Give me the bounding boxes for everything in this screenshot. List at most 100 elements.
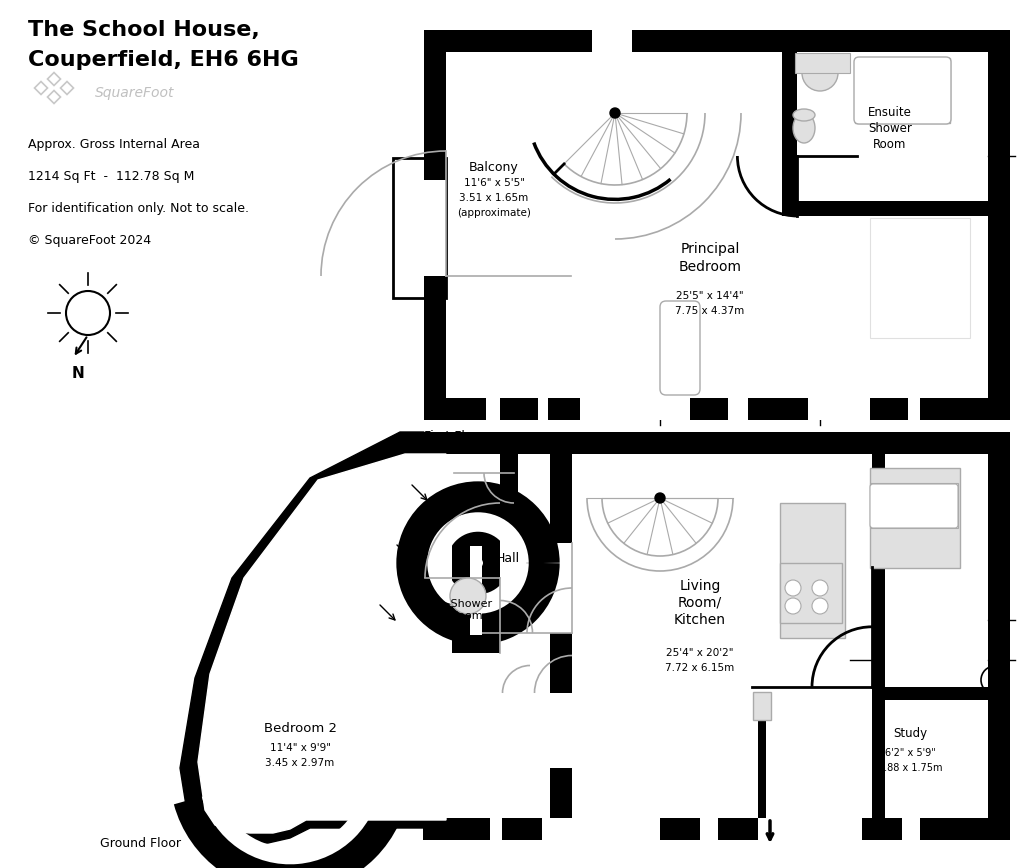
Circle shape xyxy=(802,55,838,91)
Text: N: N xyxy=(72,365,84,380)
Bar xyxy=(550,454,572,538)
Text: © SquareFoot 2024: © SquareFoot 2024 xyxy=(28,234,152,247)
Text: 7.75 x 4.37m: 7.75 x 4.37m xyxy=(676,306,744,316)
Bar xyxy=(862,818,902,840)
Circle shape xyxy=(785,598,801,614)
Text: Study: Study xyxy=(893,727,927,740)
Text: 11'4" x 9'9": 11'4" x 9'9" xyxy=(269,743,331,753)
Text: For identification only. Not to scale.: For identification only. Not to scale. xyxy=(28,202,249,215)
Text: 7.72 x 6.15m: 7.72 x 6.15m xyxy=(666,663,734,673)
Bar xyxy=(548,398,580,420)
Circle shape xyxy=(812,598,828,614)
Text: Approx. Gross Internal Area: Approx. Gross Internal Area xyxy=(28,138,200,151)
Bar xyxy=(500,398,538,420)
Bar xyxy=(452,528,500,546)
Bar xyxy=(870,483,958,528)
Bar xyxy=(758,818,862,840)
Text: B: B xyxy=(991,675,998,685)
Bar xyxy=(988,30,1010,420)
Text: 1214 Sq Ft  -  112.78 Sq M: 1214 Sq Ft - 112.78 Sq M xyxy=(28,170,195,183)
Bar xyxy=(662,303,698,393)
Bar xyxy=(908,398,920,420)
Text: 25'4" x 20'2": 25'4" x 20'2" xyxy=(667,648,734,658)
FancyBboxPatch shape xyxy=(854,57,951,124)
Bar xyxy=(450,818,490,840)
Bar xyxy=(660,818,700,840)
Bar xyxy=(728,398,748,420)
Text: First Floor: First Floor xyxy=(424,430,485,443)
Text: Ground Floor: Ground Floor xyxy=(100,837,181,850)
Bar xyxy=(393,158,446,298)
Text: B: B xyxy=(492,445,499,455)
FancyBboxPatch shape xyxy=(660,301,700,395)
Text: The School House,: The School House, xyxy=(28,20,260,40)
Polygon shape xyxy=(198,454,446,833)
Text: Living
Room/
Kitchen: Living Room/ Kitchen xyxy=(674,579,726,628)
Bar xyxy=(550,693,572,768)
Bar xyxy=(592,30,632,52)
Text: (approximate): (approximate) xyxy=(457,208,530,218)
Bar xyxy=(424,432,1010,454)
Bar xyxy=(870,468,961,568)
Text: SquareFoot: SquareFoot xyxy=(95,86,174,100)
Bar xyxy=(872,687,988,700)
Text: 3.51 x 1.65m: 3.51 x 1.65m xyxy=(460,193,528,203)
Bar xyxy=(424,432,446,840)
Bar xyxy=(449,398,486,420)
Bar xyxy=(870,218,970,338)
Circle shape xyxy=(655,493,665,503)
Circle shape xyxy=(610,108,620,118)
Text: Ensuite
Shower
Room: Ensuite Shower Room xyxy=(868,106,912,150)
Circle shape xyxy=(66,291,110,335)
Text: 11'6" x 5'5": 11'6" x 5'5" xyxy=(464,178,524,188)
Bar xyxy=(855,58,950,123)
Bar xyxy=(550,740,572,840)
FancyBboxPatch shape xyxy=(870,484,958,528)
Ellipse shape xyxy=(793,113,815,143)
Bar xyxy=(870,398,908,420)
Circle shape xyxy=(812,580,828,596)
Text: Bedroom 2: Bedroom 2 xyxy=(263,721,337,734)
Bar xyxy=(542,818,660,840)
Circle shape xyxy=(450,578,486,614)
Bar xyxy=(580,398,690,420)
Bar xyxy=(452,528,470,653)
Text: Hall: Hall xyxy=(496,551,520,564)
Bar xyxy=(550,638,572,698)
Bar xyxy=(780,503,845,638)
Bar xyxy=(424,30,1010,52)
Text: 1.88 x 1.75m: 1.88 x 1.75m xyxy=(878,763,942,773)
Bar xyxy=(758,698,766,818)
Bar xyxy=(988,432,1010,840)
Bar xyxy=(808,398,870,420)
Bar xyxy=(782,52,798,216)
Bar xyxy=(482,528,500,653)
Bar xyxy=(424,818,1010,840)
Bar xyxy=(538,398,548,420)
Bar xyxy=(550,543,572,633)
Bar xyxy=(500,448,517,538)
Text: Principal
Bedroom: Principal Bedroom xyxy=(679,242,741,273)
Bar xyxy=(452,635,500,653)
Bar xyxy=(780,563,842,623)
Text: 25'5" x 14'4": 25'5" x 14'4" xyxy=(676,291,743,301)
Circle shape xyxy=(785,580,801,596)
Bar xyxy=(748,398,786,420)
Bar xyxy=(902,818,920,840)
Bar xyxy=(550,432,572,840)
Bar xyxy=(690,398,728,420)
Text: Balcony: Balcony xyxy=(469,161,519,174)
Bar xyxy=(872,454,885,818)
Bar xyxy=(424,30,446,420)
Bar xyxy=(502,818,542,840)
Bar xyxy=(920,818,961,840)
Bar xyxy=(490,818,502,840)
Bar xyxy=(782,201,988,216)
Bar xyxy=(424,432,1010,840)
Bar xyxy=(500,454,517,488)
Bar xyxy=(424,158,446,180)
Bar xyxy=(920,398,958,420)
Bar xyxy=(550,538,572,560)
Text: Couperfield, EH6 6HG: Couperfield, EH6 6HG xyxy=(28,50,299,70)
Circle shape xyxy=(473,558,483,568)
